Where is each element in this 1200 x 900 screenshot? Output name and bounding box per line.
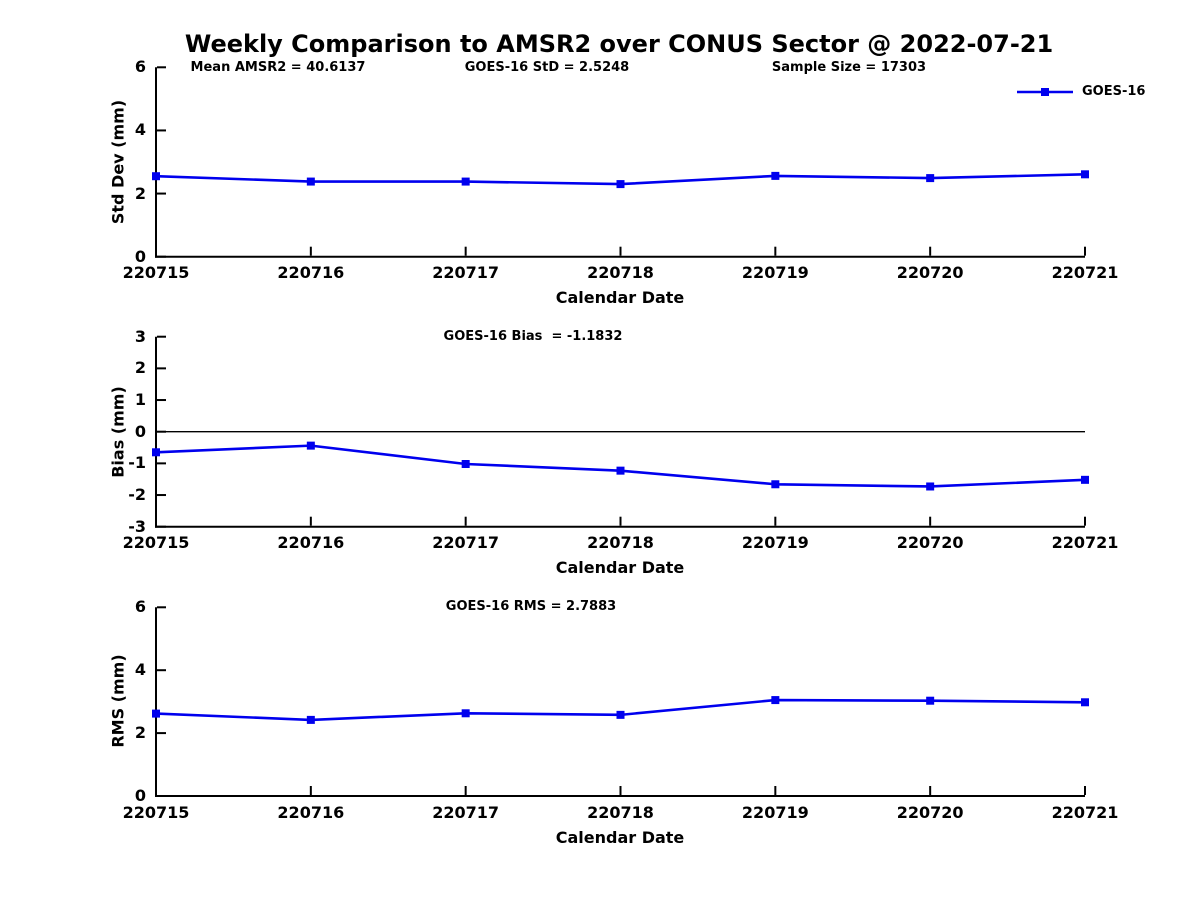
- x-tick-label: 220721: [1051, 263, 1119, 282]
- x-tick-label: 220715: [122, 263, 190, 282]
- x-tick-label: 220721: [1051, 533, 1119, 552]
- y-tick-label: 3: [134, 326, 146, 346]
- y-tick-label: -1: [128, 453, 146, 473]
- annotation-goes16-rms: GOES-16 RMS = 2.7883: [445, 599, 617, 614]
- y-tick-label: 4: [134, 660, 146, 680]
- x-tick-label: 220717: [432, 263, 500, 282]
- x-tick-label: 220716: [277, 263, 345, 282]
- legend-label: GOES-16: [1082, 84, 1146, 99]
- x-tick-label: 220715: [122, 533, 190, 552]
- y-tick-label: 2: [134, 183, 146, 203]
- x-tick-label: 220717: [432, 533, 500, 552]
- annotation-sample-size: Sample Size = 17303: [771, 60, 927, 75]
- y-tick-label: 4: [134, 120, 146, 140]
- y-tick-label: 6: [134, 597, 146, 617]
- x-tick-label: 220718: [587, 533, 654, 552]
- y-tick-label: 2: [134, 723, 146, 743]
- y-tick-label: 0: [134, 421, 146, 441]
- annotation-goes16-bias: GOES-16 Bias = -1.1832: [443, 329, 623, 344]
- x-tick-label: 220721: [1051, 803, 1119, 822]
- y-tick-label: -2: [128, 485, 146, 505]
- annotation-mean-amsr2: Mean AMSR2 = 40.6137: [190, 60, 366, 75]
- x-axis-label-bias: Calendar Date: [555, 558, 685, 577]
- x-tick-label: 220716: [277, 533, 345, 552]
- x-tick-label: 220720: [896, 263, 964, 282]
- x-tick-label: 220720: [896, 803, 964, 822]
- y-tick-label: 0: [134, 786, 146, 805]
- x-tick-label: 220717: [432, 803, 500, 822]
- y-tick-label: 2: [134, 358, 146, 378]
- y-tick-label: 6: [134, 57, 146, 77]
- x-tick-label: 220718: [587, 263, 654, 282]
- x-tick-label: 220719: [741, 533, 809, 552]
- x-tick-label: 220715: [122, 803, 190, 822]
- x-tick-label: 220720: [896, 533, 964, 552]
- x-tick-label: 220716: [277, 803, 345, 822]
- y-tick-label: -3: [128, 516, 146, 536]
- y-tick-label: 0: [134, 246, 146, 266]
- annotation-goes16-std: GOES-16 StD = 2.5248: [464, 60, 630, 75]
- figure-title: Weekly Comparison to AMSR2 over CONUS Se…: [184, 30, 1054, 58]
- y-tick-label: 1: [134, 390, 146, 410]
- x-tick-label: 220718: [587, 803, 654, 822]
- x-tick-label: 220719: [741, 263, 809, 282]
- x-axis-label-stddev: Calendar Date: [555, 288, 685, 307]
- x-axis-label-rms: Calendar Date: [555, 828, 685, 847]
- y-axis-label-stddev: Std Dev (mm): [108, 99, 128, 225]
- x-tick-label: 220719: [741, 803, 809, 822]
